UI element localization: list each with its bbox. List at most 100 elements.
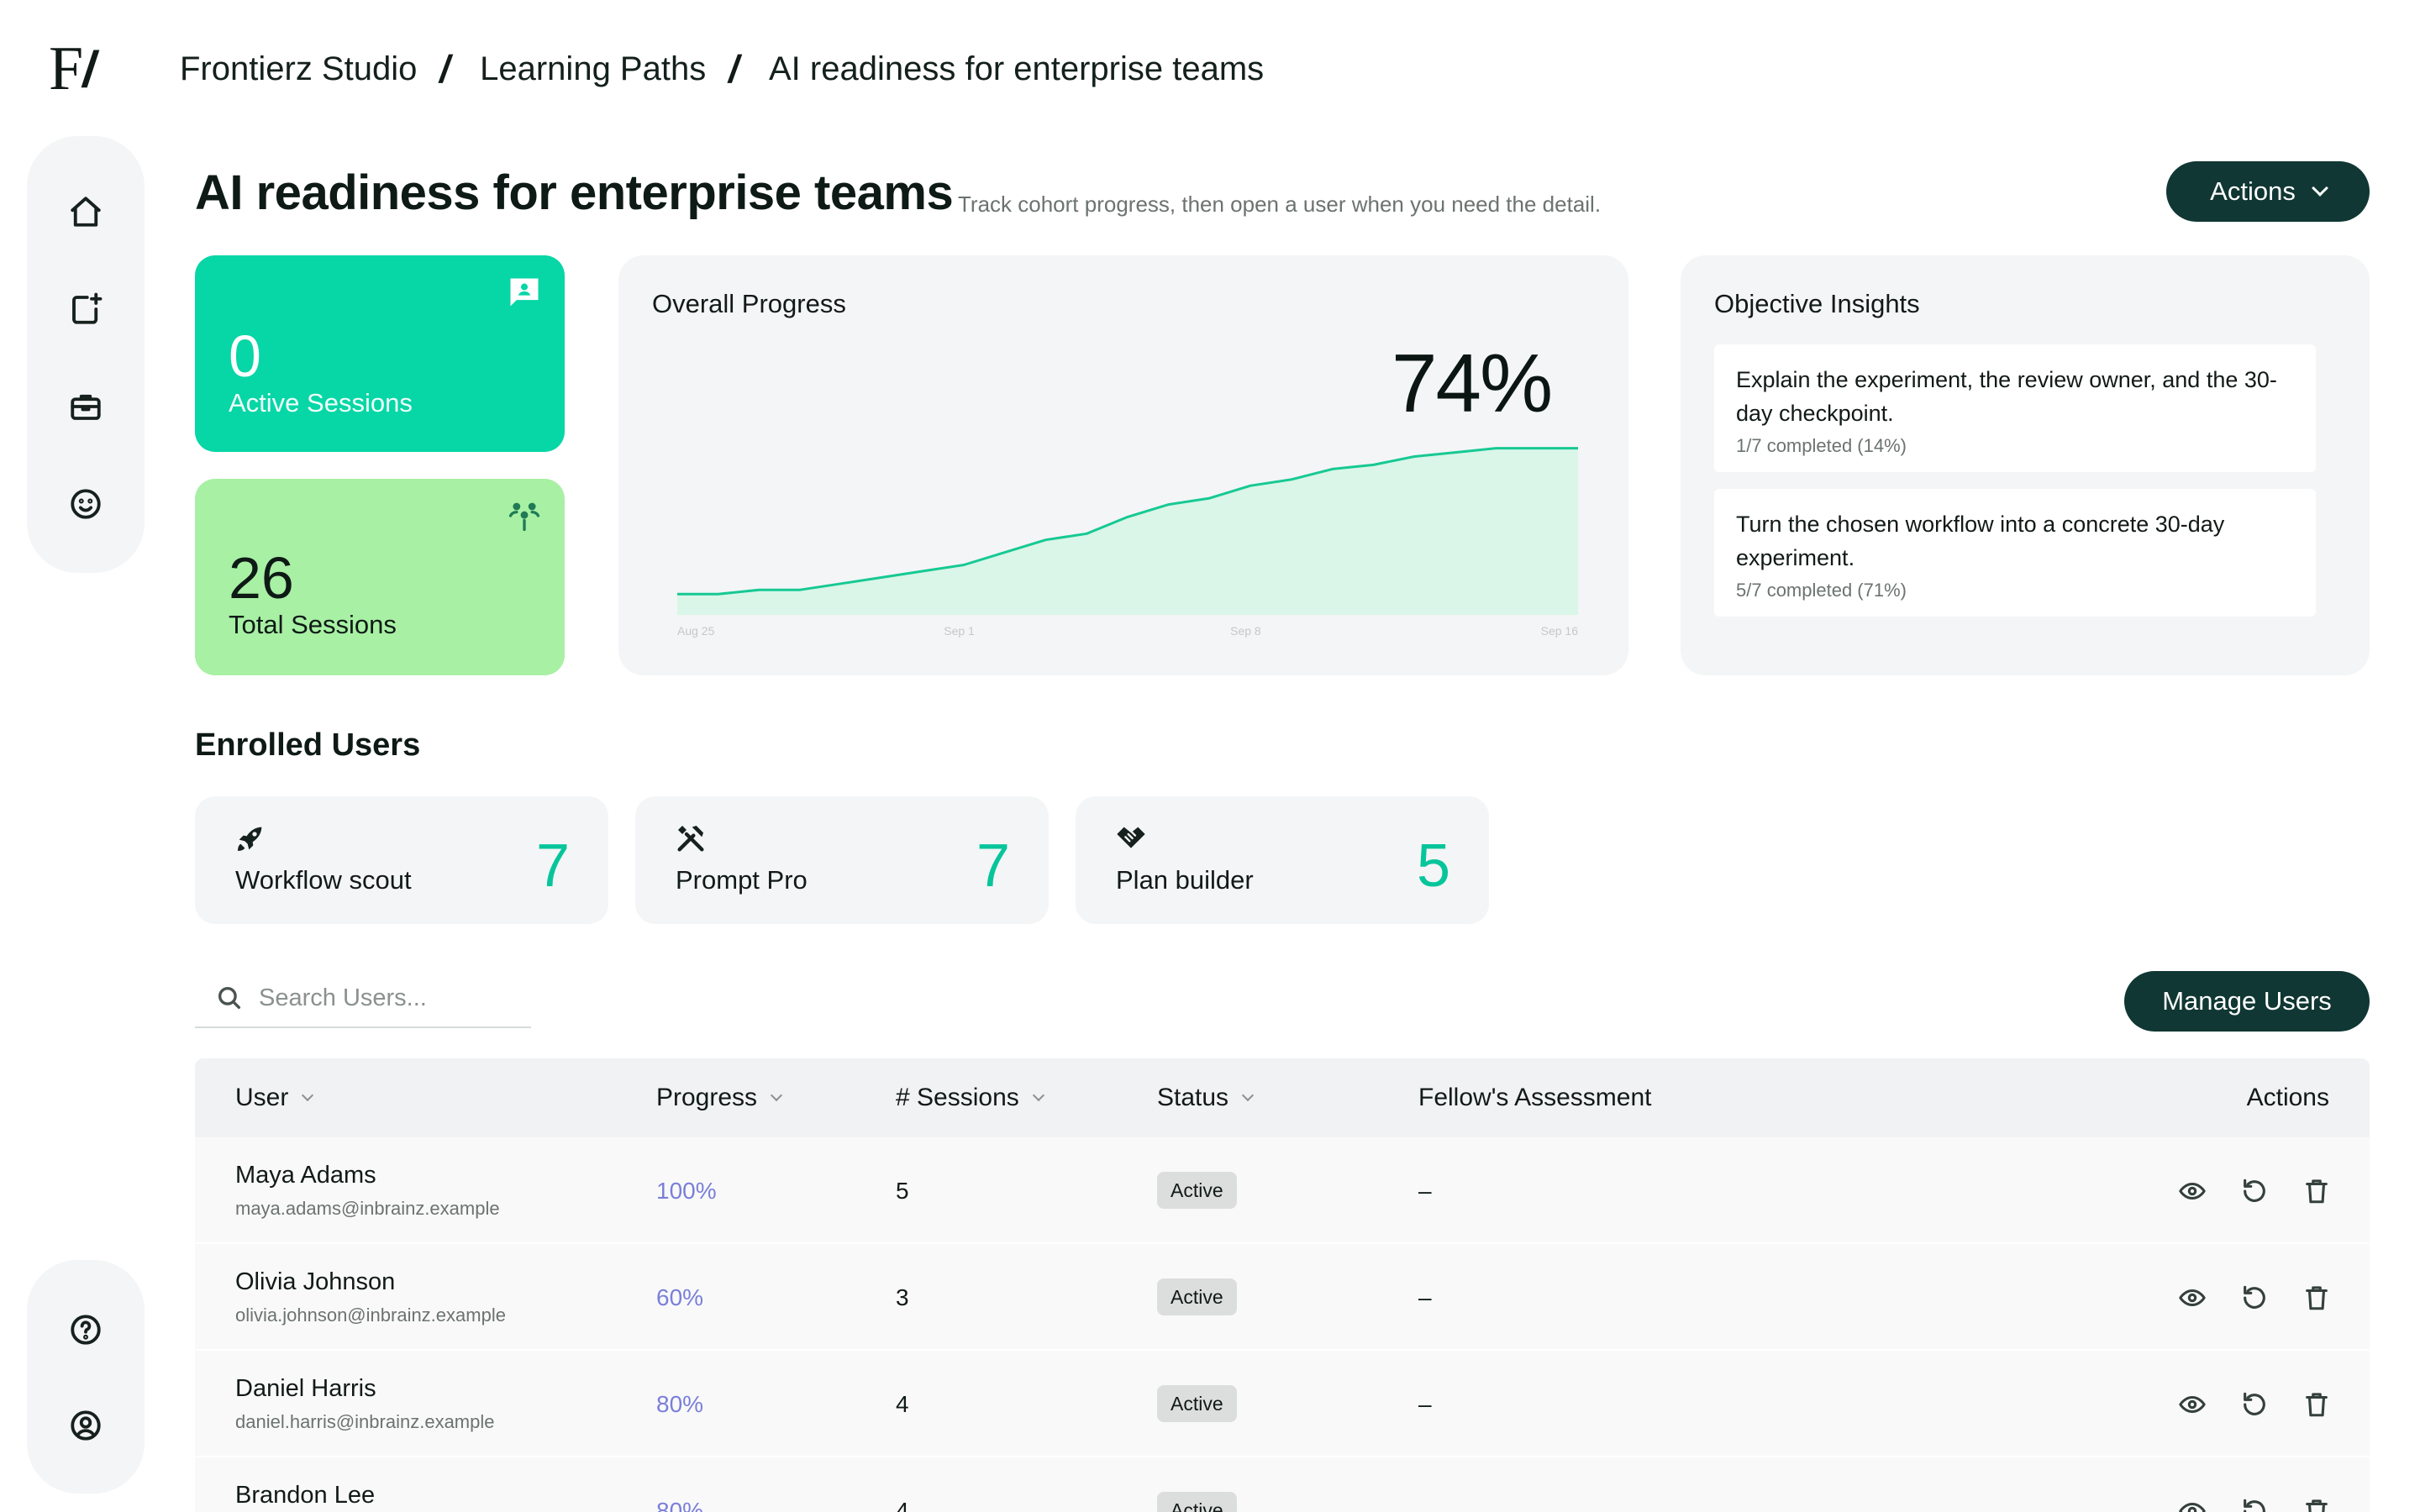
sessions-cell: 5 xyxy=(896,1137,909,1244)
user-email: olivia.johnson@inbrainz.example xyxy=(235,1305,506,1326)
column-label: User xyxy=(235,1084,289,1111)
persona-card-plan-builder[interactable]: Plan builder 5 xyxy=(1076,796,1489,924)
breadcrumb-separator: / xyxy=(436,47,455,91)
eye-icon xyxy=(2179,1502,2206,1512)
rocket-icon xyxy=(238,827,262,851)
delete-button[interactable] xyxy=(2301,1282,2333,1314)
breadcrumb-separator: / xyxy=(725,47,744,91)
briefcase-icon xyxy=(71,394,101,420)
enrolled-users-title: Enrolled Users xyxy=(195,727,421,763)
sidebar-item-feedback[interactable] xyxy=(55,475,116,533)
delete-button[interactable] xyxy=(2301,1175,2333,1207)
manage-users-label: Manage Users xyxy=(2162,986,2332,1016)
table-row[interactable]: Olivia Johnson olivia.johnson@inbrainz.e… xyxy=(195,1244,2370,1351)
progress-cell: 80% xyxy=(656,1457,703,1512)
status-cell: Active xyxy=(1157,1351,1237,1457)
status-cell: Active xyxy=(1157,1137,1237,1244)
page-title: AI readiness for enterprise teams xyxy=(195,165,954,220)
column-header-status[interactable]: Status xyxy=(1157,1058,1255,1137)
sidebar-footer xyxy=(27,1260,145,1494)
table-row[interactable]: Daniel Harris daniel.harris@inbrainz.exa… xyxy=(195,1351,2370,1457)
user-name: Brandon Lee xyxy=(235,1482,376,1509)
status-cell: Active xyxy=(1157,1244,1237,1351)
status-cell: Active xyxy=(1157,1457,1237,1512)
breadcrumb-item-learning-paths[interactable]: Learning Paths xyxy=(480,50,707,87)
progress-area-fill xyxy=(677,448,1578,615)
reset-icon xyxy=(2244,1285,2265,1309)
row-actions xyxy=(2176,1137,2333,1244)
user-cell: Brandon Lee brandon.lee@inbrainz.example xyxy=(235,1457,492,1512)
insight-card[interactable]: Explain the experiment, the review owner… xyxy=(1714,344,2316,472)
column-label: Fellow's Assessment xyxy=(1418,1084,1652,1111)
objective-insights-panel: Objective Insights Explain the experimen… xyxy=(1681,255,2370,675)
user-cell: Olivia Johnson olivia.johnson@inbrainz.e… xyxy=(235,1244,506,1351)
insight-completion: 5/7 completed (71%) xyxy=(1736,580,1907,601)
help-button[interactable] xyxy=(55,1302,116,1357)
assessment-cell: – xyxy=(1418,1137,1432,1244)
sidebar-item-home[interactable] xyxy=(55,183,116,240)
smiley-icon xyxy=(71,489,101,519)
persona-label: Plan builder xyxy=(1116,865,1254,895)
sessions-cell: 3 xyxy=(896,1244,909,1351)
manage-users-button[interactable]: Manage Users xyxy=(2124,971,2370,1032)
assessment-cell: – xyxy=(1418,1244,1432,1351)
x-tick-label: Sep 16 xyxy=(1541,624,1579,638)
persona-card-prompt-pro[interactable]: Prompt Pro 7 xyxy=(635,796,1049,924)
row-actions xyxy=(2176,1244,2333,1351)
reset-button[interactable] xyxy=(2238,1495,2270,1512)
overall-progress-title: Overall Progress xyxy=(652,289,846,318)
active-sessions-label: Active Sessions xyxy=(229,388,413,417)
column-header-sessions[interactable]: # Sessions xyxy=(896,1058,1044,1137)
insight-text: Turn the chosen workflow into a concrete… xyxy=(1736,512,2225,570)
persona-count: 7 xyxy=(976,832,1010,900)
active-sessions-card: 0 Active Sessions xyxy=(195,255,565,452)
total-sessions-value: 26 xyxy=(229,545,294,611)
logo-slash: / xyxy=(79,40,100,97)
actions-dropdown-button[interactable]: Actions xyxy=(2166,161,2370,222)
breadcrumb-item-studio[interactable]: Frontierz Studio xyxy=(180,50,418,87)
sort-caret-icon xyxy=(1241,1089,1255,1102)
view-button[interactable] xyxy=(2176,1175,2208,1207)
persona-card-workflow-scout[interactable]: Workflow scout 7 xyxy=(195,796,608,924)
users-table: User Progress # Sessions Status Fellow's… xyxy=(195,1058,2370,1512)
reset-button[interactable] xyxy=(2238,1175,2270,1207)
progress-value: 80% xyxy=(656,1390,704,1417)
view-button[interactable] xyxy=(2176,1282,2208,1314)
table-row[interactable]: Brandon Lee brandon.lee@inbrainz.example… xyxy=(195,1457,2370,1512)
trash-icon xyxy=(2306,1285,2328,1310)
progress-cell: 100% xyxy=(656,1137,717,1244)
progress-area-chart: Aug 25 Sep 1 Sep 8 Sep 16 xyxy=(676,447,1579,638)
view-button[interactable] xyxy=(2176,1389,2208,1420)
sidebar-item-create[interactable] xyxy=(55,281,116,338)
eye-icon xyxy=(2179,1289,2206,1306)
delete-button[interactable] xyxy=(2301,1389,2333,1420)
active-sessions-value: 0 xyxy=(229,323,261,389)
add-content-icon xyxy=(72,292,103,324)
sort-caret-icon xyxy=(302,1089,314,1102)
user-cell: Maya Adams maya.adams@inbrainz.example xyxy=(235,1137,500,1244)
sidebar-item-programs[interactable] xyxy=(55,378,116,435)
x-tick-label: Sep 8 xyxy=(1230,624,1261,638)
eye-icon xyxy=(2179,1182,2206,1200)
insight-completion: 1/7 completed (14%) xyxy=(1736,435,1907,456)
insight-card[interactable]: Turn the chosen workflow into a concrete… xyxy=(1714,489,2316,617)
brand-logo[interactable]: F / xyxy=(49,34,116,105)
profile-button[interactable] xyxy=(55,1398,116,1453)
progress-value: 100% xyxy=(656,1177,717,1204)
reset-button[interactable] xyxy=(2238,1282,2270,1314)
column-header-user[interactable]: User xyxy=(235,1058,314,1137)
view-button[interactable] xyxy=(2176,1495,2208,1512)
search-users-field[interactable] xyxy=(195,969,531,1028)
handshake-icon xyxy=(1117,827,1145,848)
column-header-actions: Actions xyxy=(2247,1058,2329,1137)
reset-button[interactable] xyxy=(2238,1389,2270,1420)
progress-value: 60% xyxy=(656,1284,704,1310)
search-icon xyxy=(218,986,241,1010)
sessions-cell: 4 xyxy=(896,1351,909,1457)
search-input[interactable] xyxy=(259,984,528,1012)
table-row[interactable]: Maya Adams maya.adams@inbrainz.example 1… xyxy=(195,1137,2370,1244)
delete-button[interactable] xyxy=(2301,1495,2333,1512)
column-header-progress[interactable]: Progress xyxy=(656,1058,783,1137)
eye-icon xyxy=(2179,1395,2206,1413)
help-icon xyxy=(71,1315,101,1345)
